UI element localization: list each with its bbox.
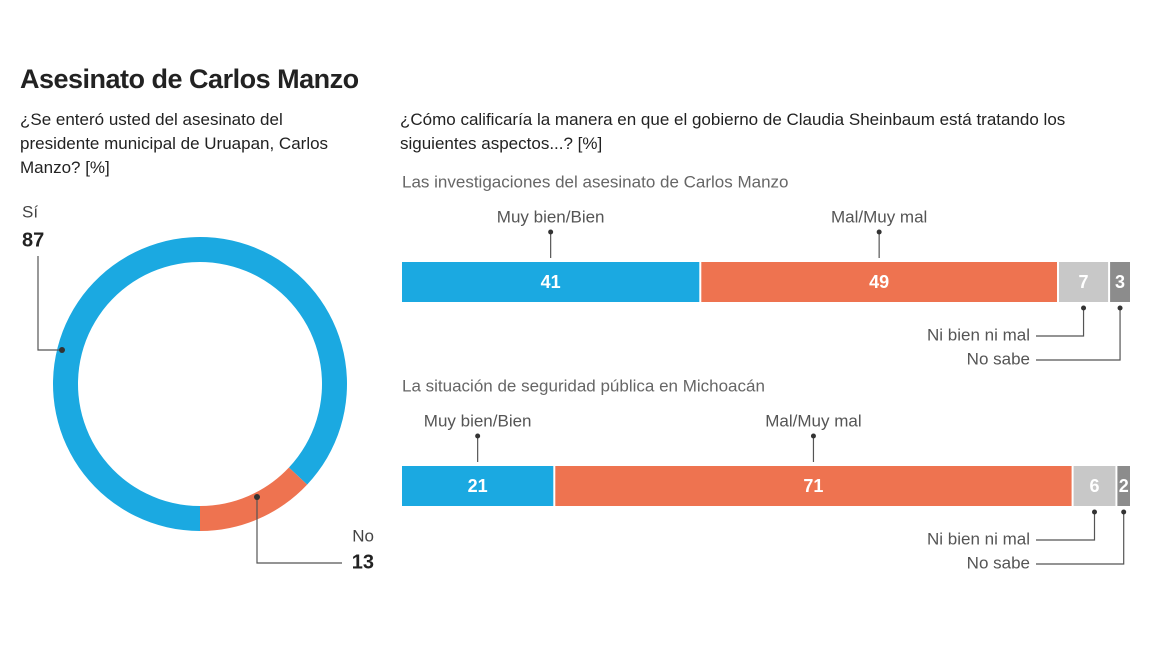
row-title: Las investigaciones del asesinato de Car… (402, 172, 789, 191)
label-tick-dot (475, 433, 481, 439)
value-label: 2 (1119, 476, 1129, 496)
leader-line (256, 497, 342, 564)
leader-line (1036, 308, 1121, 361)
bar-segment (402, 466, 554, 506)
bar-segment (1059, 262, 1109, 302)
leader-line-dot (59, 347, 65, 353)
series-label: Mal/Muy mal (831, 207, 927, 226)
series-label: Muy bien/Bien (424, 411, 532, 430)
series-label: Ni bien ni mal (927, 529, 1030, 548)
leader-line (1036, 308, 1085, 337)
series-label: Mal/Muy mal (765, 411, 861, 430)
donut-label: Sí (22, 202, 38, 221)
leader-dot (1121, 509, 1127, 515)
leader-dot (1117, 305, 1123, 311)
series-label: No sabe (967, 553, 1030, 572)
value-label: 6 (1089, 476, 1099, 496)
leader-line (1036, 512, 1096, 541)
label-tick-dot (810, 433, 816, 439)
series-label: Ni bien ni mal (927, 325, 1030, 344)
bar-segment (1073, 466, 1116, 506)
value-label: 21 (468, 476, 488, 496)
value-label: 71 (803, 476, 823, 496)
bar-segment (1117, 466, 1130, 506)
leader-line (1036, 512, 1125, 565)
leader-dot (1081, 305, 1087, 311)
bar-segment (555, 466, 1072, 506)
label-tick-dot (876, 229, 882, 235)
value-label: 41 (541, 272, 561, 292)
donut-value: 13 (352, 551, 374, 573)
donut-value: 87 (22, 229, 44, 251)
bar-segment (402, 262, 700, 302)
value-label: 7 (1079, 272, 1089, 292)
donut-question: ¿Se enteró usted del asesinato del presi… (20, 110, 329, 177)
page-title: Asesinato de Carlos Manzo (20, 64, 359, 94)
bar-segment (701, 262, 1057, 302)
label-tick-dot (548, 229, 554, 235)
leader-line-dot (254, 494, 260, 500)
bar-segment (1110, 262, 1130, 302)
value-label: 49 (869, 272, 889, 292)
value-label: 3 (1115, 272, 1125, 292)
donut-segment (200, 467, 308, 531)
bar-question: ¿Cómo calificaría la manera en que el go… (400, 110, 1066, 153)
series-label: No sabe (967, 349, 1030, 368)
leader-line (37, 256, 62, 351)
leader-dot (1092, 509, 1097, 515)
row-title: La situación de seguridad pública en Mic… (402, 376, 765, 395)
donut-label: No (352, 526, 374, 545)
series-label: Muy bien/Bien (497, 207, 605, 226)
